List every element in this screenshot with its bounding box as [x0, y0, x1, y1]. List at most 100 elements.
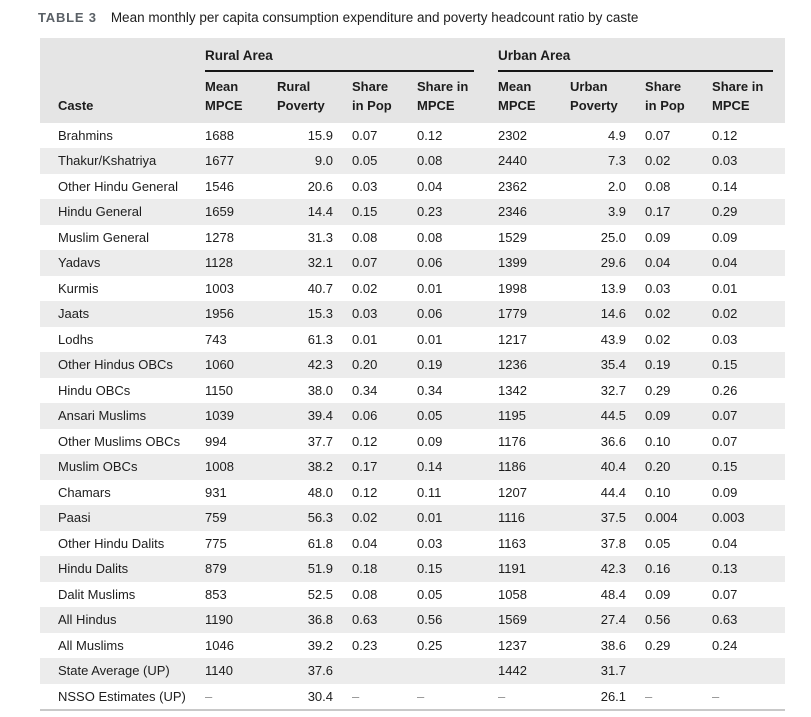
value-cell: 15.9 [307, 127, 333, 143]
value-cell: 61.8 [307, 535, 333, 551]
caste-cell: Kurmis [58, 280, 99, 296]
value-cell: 0.03 [417, 535, 443, 551]
value-cell: 1163 [498, 535, 526, 551]
table-row: Muslim General 1278 31.3 0.08 0.08 1529 25.0 0.… [40, 225, 785, 251]
value-cell: 48.0 [307, 484, 333, 500]
value-cell: 40.7 [307, 280, 333, 296]
value-cell: 0.08 [417, 148, 499, 174]
value-cell: 0.25 [417, 637, 443, 653]
value-cell: 1399 [498, 250, 571, 276]
value-cell: 0.01 [417, 280, 443, 296]
table-row: Other Hindu Dalits 775 61.8 0.04 0.03 1163 37.… [40, 531, 785, 557]
table-row: All Hindus 1190 36.8 0.63 0.56 1569 27.4 0.56 0.… [40, 607, 786, 633]
value-cell: 0.09 [645, 403, 713, 429]
group-header-spacer [40, 38, 205, 72]
value-cell: 38.2 [277, 454, 352, 480]
value-cell [645, 658, 713, 684]
value-cell: 1150 [205, 382, 233, 398]
value-cell: 1677 [205, 148, 277, 174]
value-cell: – [205, 688, 213, 704]
table-row: Ansari Muslims 1039 39.4 0.06 0.05 1195 44.5 0.… [40, 403, 786, 429]
value-cell: 61.3 [307, 331, 333, 347]
value-cell: 0.04 [712, 535, 738, 551]
table-row: Hindu OBCs 1150 38.0 0.34 0.34 1342 32.7 0.29 0.… [40, 378, 785, 404]
value-cell: 1217 [498, 331, 527, 347]
value-cell: 1116 [498, 505, 571, 531]
value-cell: 0.14 [712, 178, 738, 194]
value-cell: – [352, 688, 360, 704]
value-cell: 0.15 [712, 352, 786, 378]
column-header-rural-share-pop: Share in Pop [352, 72, 417, 123]
value-cell: 0.15 [417, 556, 499, 582]
column-header-urban-share-pop: Share in Pop [645, 72, 713, 123]
value-cell: 30.4 [307, 688, 333, 704]
table-row: Other Hindu General 1546 20.6 0.03 0.04 2362 2… [40, 174, 785, 200]
caste-cell: Paasi [40, 505, 205, 531]
group-header-rural: Rural Area [205, 38, 499, 72]
value-cell: 775 [205, 535, 227, 551]
value-cell: 1442 [498, 658, 571, 684]
value-cell: 40.4 [570, 454, 646, 480]
caste-cell: All Muslims [58, 637, 124, 653]
value-cell: 31.3 [307, 229, 333, 245]
value-cell: 0.56 [417, 607, 499, 633]
value-cell: 0.56 [645, 607, 713, 633]
value-cell: 1278 [205, 229, 234, 245]
value-cell: 0.20 [645, 454, 713, 480]
caste-cell: Other Muslims OBCs [58, 433, 181, 449]
value-cell: 2.0 [607, 178, 627, 194]
caste-cell: Muslim OBCs [40, 454, 205, 480]
value-cell: 0.03 [712, 148, 786, 174]
value-cell: 0.17 [645, 199, 713, 225]
value-cell: 1008 [205, 454, 277, 480]
value-cell: 1207 [498, 484, 527, 500]
value-cell: 0.34 [352, 382, 378, 398]
value-cell: 39.4 [277, 403, 352, 429]
value-cell: 0.29 [645, 382, 671, 398]
value-cell: 0.10 [645, 484, 671, 500]
value-cell: 0.07 [712, 403, 786, 429]
value-cell: 1956 [205, 301, 277, 327]
table-row: Hindu General 1659 14.4 0.15 0.23 2346 3.9 0.17… [40, 199, 786, 225]
table-row: Paasi 759 56.3 0.02 0.01 1116 37.5 0.004 0.003 [40, 505, 786, 531]
value-cell: 0.23 [352, 637, 378, 653]
value-cell: 0.06 [417, 250, 499, 276]
value-cell: 42.3 [277, 352, 352, 378]
table-caption: TABLE 3 Mean monthly per capita consumpti… [38, 10, 798, 25]
value-cell: 42.3 [570, 556, 646, 582]
value-cell: 0.003 [712, 505, 786, 531]
value-cell: 2346 [498, 199, 571, 225]
value-cell: 0.63 [712, 607, 786, 633]
consumption-poverty-table: Rural Area Urban Area Caste Mean MPCE Rur… [40, 38, 786, 709]
value-cell: 1058 [498, 586, 527, 602]
value-cell: 0.04 [352, 535, 378, 551]
table-row: Chamars 931 48.0 0.12 0.11 1207 44.4 0.10 0.09 [40, 480, 785, 506]
value-cell: 0.17 [352, 454, 417, 480]
caste-cell: Jaats [40, 301, 205, 327]
value-cell: 0.08 [417, 229, 443, 245]
value-cell: 31.7 [570, 658, 646, 684]
value-cell: 0.04 [417, 178, 443, 194]
value-cell: 38.0 [307, 382, 333, 398]
table-title: Mean monthly per capita consumption expe… [110, 10, 639, 25]
table-row: Brahmins 1688 15.9 0.07 0.12 2302 4.9 0.07 0.12 [40, 123, 785, 149]
value-cell: 0.02 [645, 331, 671, 347]
value-cell: – [498, 688, 506, 704]
value-cell [712, 658, 786, 684]
table-row: Hindu Dalits 879 51.9 0.18 0.15 1191 42.3 0.16 0… [40, 556, 786, 582]
value-cell: 35.4 [570, 352, 646, 378]
table-row: Dalit Muslims 853 52.5 0.08 0.05 1058 48.4 0.09… [40, 582, 785, 608]
value-cell: 37.7 [307, 433, 333, 449]
value-cell: 4.9 [607, 127, 627, 143]
value-cell: 0.02 [645, 301, 713, 327]
column-header-urban-share-mpce: Share in MPCE [712, 72, 786, 123]
value-cell: 3.9 [570, 199, 646, 225]
caste-cell: Hindu OBCs [58, 382, 131, 398]
rural-area-label: Rural Area [205, 46, 475, 72]
value-cell: 0.10 [645, 433, 671, 449]
urban-area-label: Urban Area [498, 46, 774, 72]
caste-cell: Lodhs [58, 331, 94, 347]
value-cell: 0.01 [712, 280, 738, 296]
value-cell: 0.09 [645, 586, 671, 602]
caste-cell: Ansari Muslims [40, 403, 205, 429]
